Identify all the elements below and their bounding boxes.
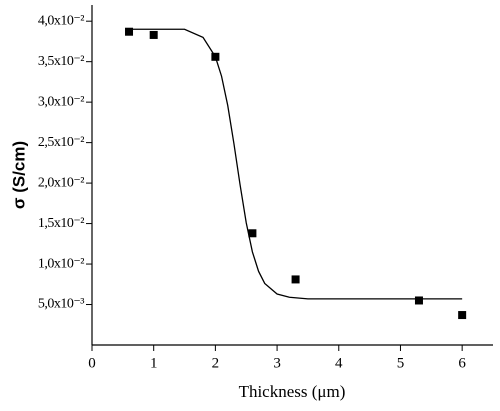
data-point xyxy=(458,311,467,320)
data-point xyxy=(125,27,134,36)
y-tick-label: 5,0x10⁻³ xyxy=(38,297,84,312)
y-tick-label: 3,0x10⁻² xyxy=(38,94,84,109)
y-tick-label: 4,0x10⁻² xyxy=(38,13,84,28)
x-tick-label: 1 xyxy=(150,355,158,371)
data-point xyxy=(414,296,423,305)
data-point xyxy=(248,229,257,238)
x-tick-label: 2 xyxy=(212,355,220,371)
data-point xyxy=(291,275,300,284)
x-tick-label: 4 xyxy=(335,355,343,371)
fit-curve xyxy=(129,28,463,300)
y-tick-label: 1,5x10⁻² xyxy=(38,216,84,231)
x-axis-label: Thickness (μm) xyxy=(239,382,346,401)
x-tick-label: 3 xyxy=(273,355,281,371)
y-tick-label: 2,0x10⁻² xyxy=(38,175,84,190)
y-tick-label: 2,5x10⁻² xyxy=(38,135,84,150)
data-point xyxy=(149,30,158,39)
x-tick-label: 0 xyxy=(88,355,96,371)
y-tick-label: 1,0x10⁻² xyxy=(38,256,84,271)
x-tick-label: 6 xyxy=(458,355,466,371)
x-tick-label: 5 xyxy=(397,355,405,371)
y-tick-label: 3,5x10⁻² xyxy=(38,54,84,69)
y-axis-label: σ (S/cm) xyxy=(9,141,28,209)
